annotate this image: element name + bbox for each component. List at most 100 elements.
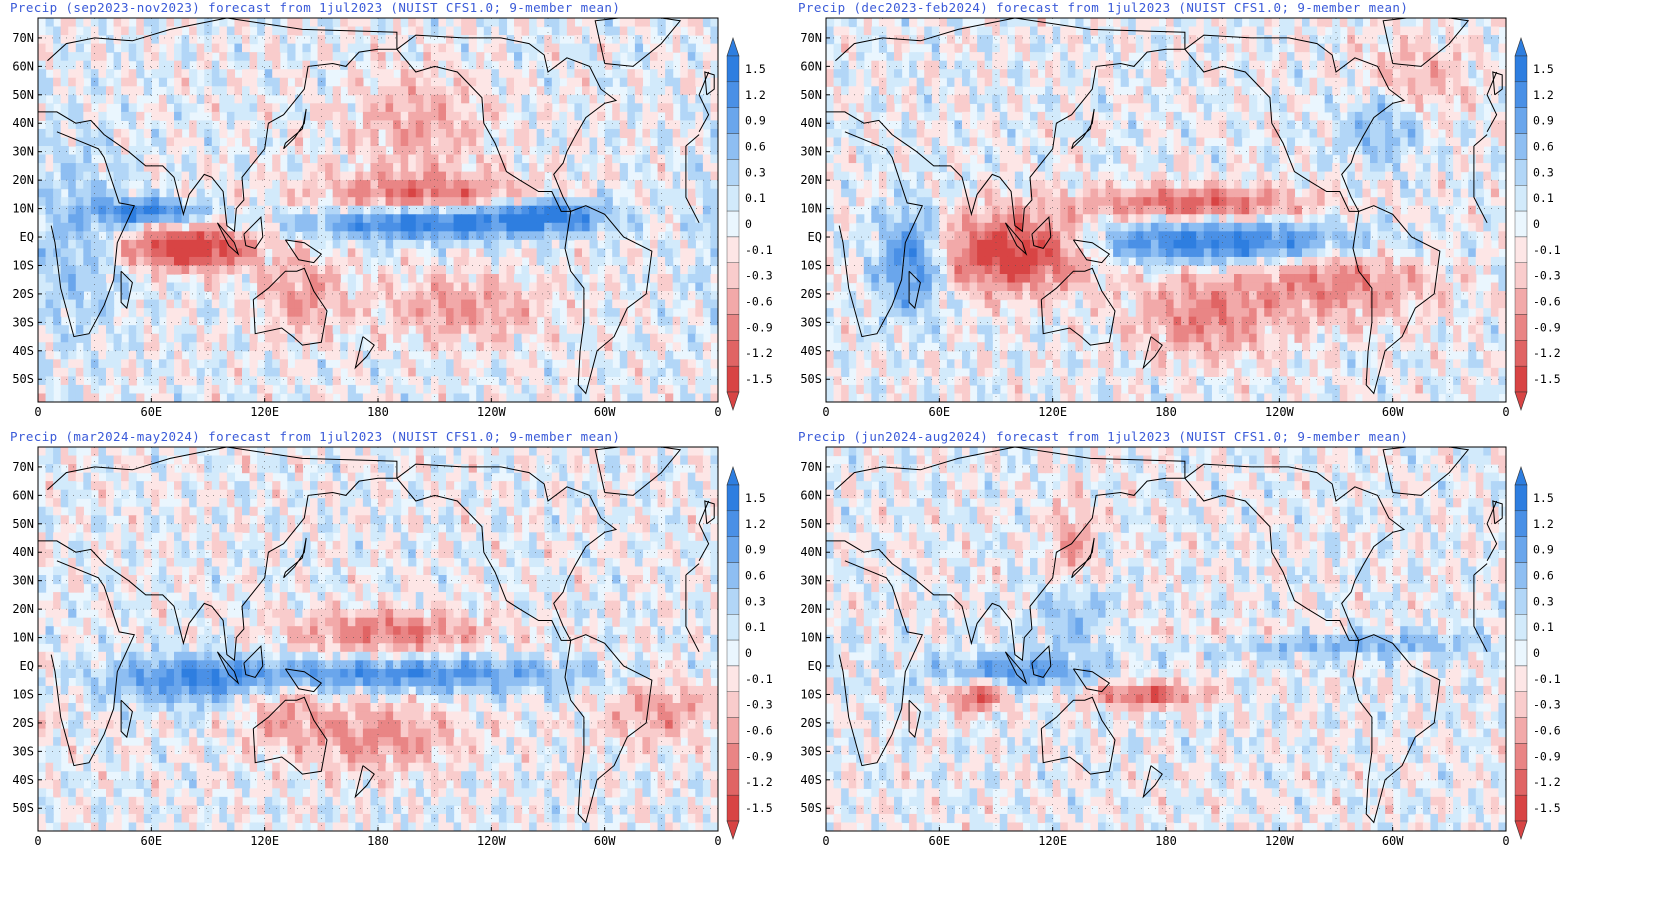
coastline	[1473, 146, 1488, 224]
colorbar-label: 0.6	[1533, 568, 1554, 582]
coastline	[1031, 644, 1052, 678]
panel-title: Precip (dec2023-feb2024) forecast from 1…	[798, 0, 1409, 15]
lon-label: 60W	[594, 834, 616, 848]
colorbar-swatch	[726, 133, 740, 160]
colorbar-arrow-bottom	[1514, 820, 1528, 840]
lon-label: 0	[714, 405, 721, 419]
colorbar-swatch	[726, 794, 740, 822]
colorbar-label: 0	[745, 646, 752, 660]
coastline	[685, 563, 700, 576]
coastlines	[38, 18, 715, 395]
coastline	[698, 71, 710, 133]
colorbar-label: 1.5	[1533, 62, 1554, 76]
lat-label: EQ	[808, 230, 822, 244]
colorbar-swatch	[726, 510, 740, 537]
colorbar-swatch	[726, 691, 740, 718]
coastline	[1184, 463, 1406, 641]
panel-dec-feb-2024: Precip (dec2023-feb2024) forecast from 1…	[788, 0, 1620, 449]
colorbar-label: -0.3	[1533, 698, 1561, 712]
lat-label: 20S	[12, 716, 34, 730]
coastlines	[38, 447, 715, 824]
lat-label: 70N	[800, 31, 822, 45]
panel-title: Precip (sep2023-nov2023) forecast from 1…	[10, 0, 621, 15]
colorbar-swatch	[1514, 210, 1528, 238]
lon-label: 0	[1502, 834, 1509, 848]
colorbar-swatch	[726, 769, 740, 796]
lat-label: 40S	[12, 344, 34, 358]
colorbar-label: -1.5	[745, 372, 773, 386]
colorbar-label: 1.2	[745, 88, 766, 102]
lon-label: 60E	[140, 834, 162, 848]
colorbar-swatch	[726, 55, 740, 83]
lat-label: 40N	[12, 116, 34, 130]
colorbar-swatch	[726, 484, 740, 512]
precip-anomaly-field	[38, 447, 718, 831]
coastline	[50, 560, 136, 767]
coastline	[354, 336, 375, 370]
lon-label: 60E	[928, 834, 950, 848]
lon-label: 0	[822, 405, 829, 419]
coastline	[283, 108, 307, 150]
colorbar-label: -1.2	[745, 775, 773, 789]
lat-label: 60N	[12, 488, 34, 502]
colorbar-label: 0	[1533, 646, 1540, 660]
colorbar-label: 0.9	[745, 543, 766, 557]
colorbar-label: 0.1	[745, 191, 766, 205]
colorbar-label: 0	[1533, 217, 1540, 231]
lat-label: 70N	[800, 460, 822, 474]
colorbar-label: 0.9	[1533, 114, 1554, 128]
lat-label: 50N	[800, 88, 822, 102]
coastline	[704, 500, 715, 525]
colorbar-swatch	[726, 314, 740, 341]
colorbar-label: -0.3	[745, 698, 773, 712]
colorbar-swatch	[1514, 794, 1528, 822]
lon-label: 180	[367, 405, 389, 419]
coastline	[826, 18, 1186, 233]
lat-label: 10S	[800, 687, 822, 701]
colorbar-label: -1.5	[1533, 801, 1561, 815]
precip-anomaly-field	[826, 18, 1506, 402]
lat-label: 30N	[800, 145, 822, 159]
colorbar-arrow-top	[1514, 37, 1528, 57]
coastline	[396, 463, 618, 641]
coastline	[685, 134, 700, 147]
coastline	[685, 575, 700, 653]
coastline	[838, 560, 924, 767]
coastline	[1004, 651, 1028, 685]
colorbar-label: -0.6	[1533, 724, 1561, 738]
colorbar-label: 0.9	[745, 114, 766, 128]
lat-label: 40S	[800, 773, 822, 787]
coastline	[704, 71, 715, 96]
coastline	[838, 131, 924, 338]
coastline	[594, 18, 682, 67]
colorbar-label: 1.2	[1533, 88, 1554, 102]
coastline	[396, 34, 618, 212]
coastline	[698, 500, 710, 562]
lat-label: 30N	[12, 145, 34, 159]
coastline	[1040, 267, 1116, 346]
coastline	[1004, 222, 1028, 256]
coastline	[1486, 500, 1498, 562]
colorbar-label: 1.5	[745, 62, 766, 76]
colorbar-swatch	[1514, 314, 1528, 341]
colorbar-label: 1.5	[745, 491, 766, 505]
lat-label: 20N	[800, 602, 822, 616]
lon-label: 120W	[1265, 405, 1295, 419]
lat-label: 10S	[12, 687, 34, 701]
lat-label: 30S	[12, 744, 34, 758]
lat-label: 20N	[12, 173, 34, 187]
lon-label: 0	[34, 834, 41, 848]
colorbar-label: 0.6	[1533, 139, 1554, 153]
lat-label: 30S	[12, 315, 34, 329]
colorbar-label: -0.9	[1533, 320, 1561, 334]
colorbar-label: -0.3	[1533, 269, 1561, 283]
colorbar-swatch	[1514, 288, 1528, 315]
coastline	[594, 447, 682, 496]
lon-label: 120W	[1265, 834, 1295, 848]
coastline	[120, 270, 133, 310]
panel-mar-may-2024: Precip (mar2024-may2024) forecast from 1…	[0, 429, 832, 878]
colorbar-label: 0.9	[1533, 543, 1554, 557]
colorbar-swatch	[1514, 81, 1528, 108]
lat-label: 50S	[800, 801, 822, 815]
lat-label: 10S	[800, 258, 822, 272]
